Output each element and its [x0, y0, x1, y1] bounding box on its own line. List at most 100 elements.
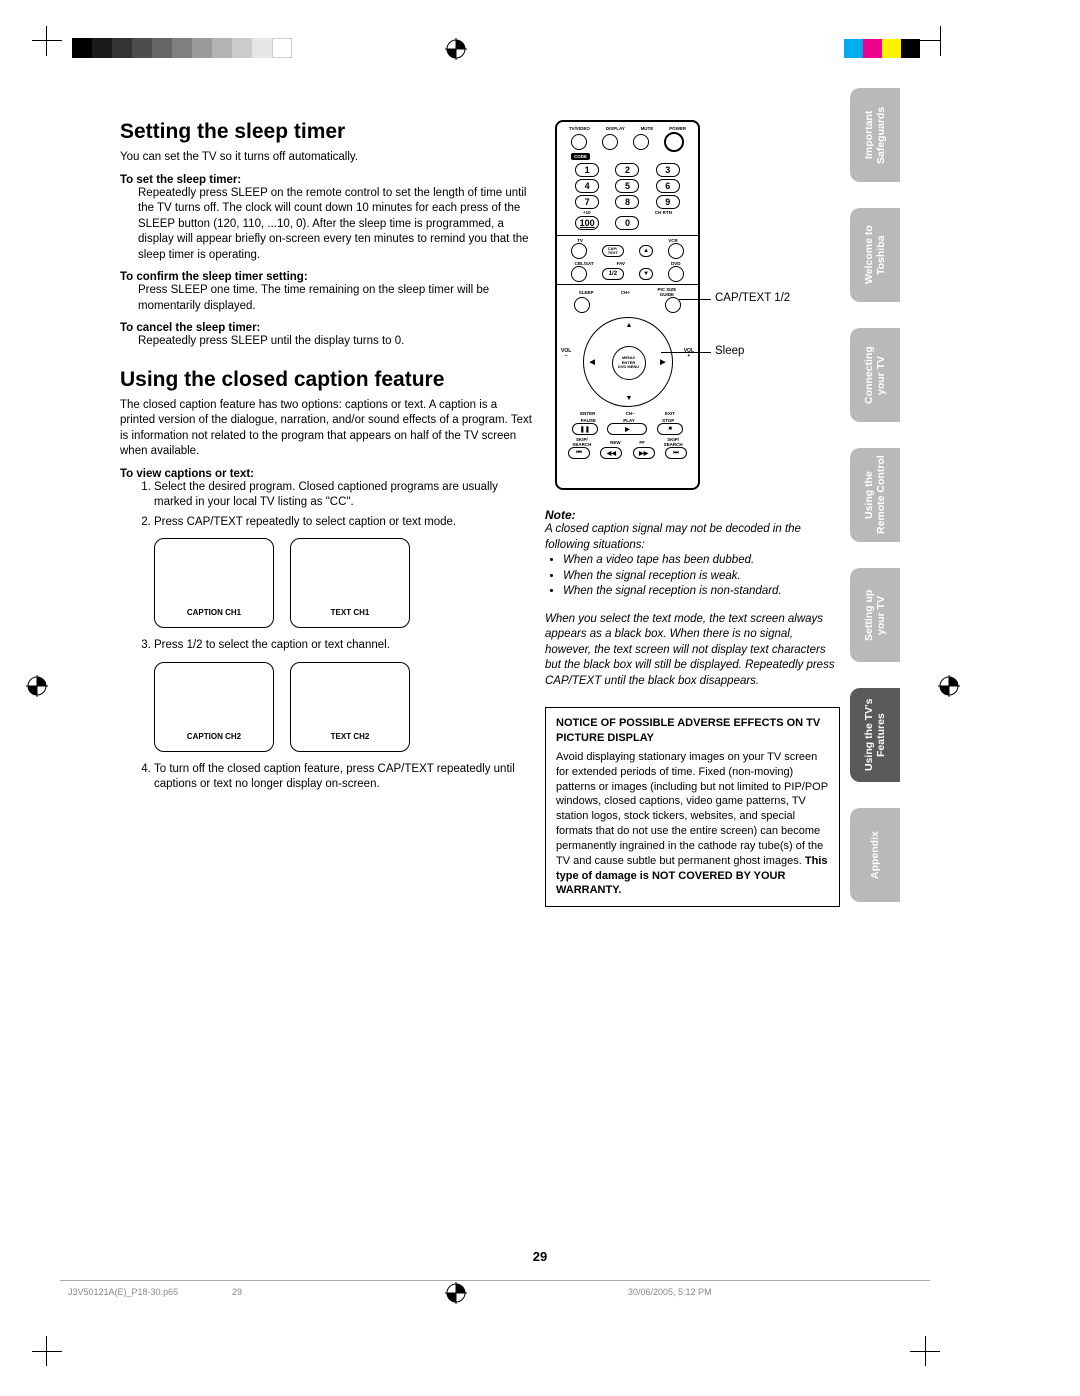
btn-up: ▲: [639, 245, 653, 257]
btn-5: 5: [615, 179, 639, 193]
note-body: A closed caption signal may not be decod…: [545, 522, 840, 689]
btn-8: 8: [615, 195, 639, 209]
side-tab: Using the TV's Features: [850, 688, 900, 782]
caption-box: TEXT CH2: [290, 662, 410, 752]
num-row: 100 0: [557, 215, 698, 231]
side-tab: Important Safeguards: [850, 88, 900, 182]
btn-captext: CAP/ TEXT: [602, 245, 624, 257]
btn-7: 7: [575, 195, 599, 209]
btn-stop: ■: [657, 423, 683, 435]
left-column: Setting the sleep timer You can set the …: [120, 120, 535, 797]
btn-skipback: ⏮: [568, 447, 590, 459]
side-tab: Setting up your TV: [850, 568, 900, 662]
dpad: ▲ ▼ ◀ ▶ MENU/ ENTER DVD MENU: [583, 317, 673, 407]
sub-confirm-body: Press SLEEP one time. The time remaining…: [138, 283, 535, 314]
lbl: TV/VIDEO: [569, 126, 590, 131]
btn-2: 2: [615, 163, 639, 177]
btn-power: [664, 132, 684, 152]
steps-title: To view captions or text:: [120, 468, 535, 480]
remote-body: TV/VIDEO DISPLAY MUTE POWER CODE 123 456…: [555, 120, 700, 490]
lbl: SKIP/ SEARCH: [572, 437, 591, 447]
num-row: 456: [557, 178, 698, 194]
lbl: SLEEP: [579, 290, 594, 295]
btn-skipfwd: ⏭: [665, 447, 687, 459]
remote-top-labels: TV/VIDEO DISPLAY MUTE POWER: [557, 122, 698, 132]
remote-illustration: TV/VIDEO DISPLAY MUTE POWER CODE 123 456…: [545, 120, 840, 500]
dpad-area: VOL – VOL + ▲ ▼ ◀ ▶ MENU/ ENTER DVD MENU: [557, 317, 698, 407]
grayscale-bar: [72, 38, 292, 58]
callout-captext: CAP/TEXT 1/2: [715, 292, 790, 304]
caption-box: CAPTION CH1: [154, 538, 274, 628]
sub-cancel-title: To cancel the sleep timer:: [120, 322, 535, 334]
lbl: MUTE: [641, 126, 654, 131]
btn-9: 9: [656, 195, 680, 209]
btn-sleep: [574, 297, 590, 313]
notice-body: Avoid displaying stationary images on yo…: [556, 750, 829, 898]
caption-label: CAPTION CH2: [155, 732, 273, 741]
sub-set-title: To set the sleep timer:: [120, 174, 535, 186]
page-content: Setting the sleep timer You can set the …: [120, 120, 840, 907]
btn-play: ▶: [607, 423, 647, 435]
steps-list-cont2: To turn off the closed caption feature, …: [154, 762, 535, 793]
btn-3: 3: [656, 163, 680, 177]
num-row: 1 2 3: [557, 162, 698, 178]
steps-list-cont: Press 1/2 to select the caption or text …: [154, 638, 535, 654]
code-badge: CODE: [571, 154, 698, 160]
btn-1: 1: [575, 163, 599, 177]
remote-mid: TVVCR CAP/ TEXT▲ CBL/SATFAVDVD 1/2▼: [557, 235, 698, 285]
registration-mark-left: [26, 675, 48, 702]
lbl: EXIT: [665, 411, 675, 416]
lbl: ENTER: [580, 411, 595, 416]
footer-timestamp: 30/06/2005, 5:12 PM: [628, 1287, 712, 1297]
btn-6: 6: [656, 179, 680, 193]
caption-box: TEXT CH1: [290, 538, 410, 628]
side-tab: Connecting your TV: [850, 328, 900, 422]
sleep-intro: You can set the TV so it turns off autom…: [120, 150, 535, 166]
right-column: TV/VIDEO DISPLAY MUTE POWER CODE 123 456…: [545, 120, 840, 907]
btn-pause: ❚❚: [572, 423, 598, 435]
heading-sleep-timer: Setting the sleep timer: [120, 120, 535, 144]
note-heading: Note:: [545, 508, 840, 522]
footer-rule: [60, 1280, 930, 1281]
btn-ff: ▶▶: [633, 447, 655, 459]
footer-page: 29: [232, 1287, 242, 1297]
note-li: When a video tape has been dubbed.: [563, 553, 840, 569]
note-p2: When you select the text mode, the text …: [545, 612, 840, 690]
side-tab: Appendix: [850, 808, 900, 902]
side-tabs: Important SafeguardsWelcome to ToshibaCo…: [850, 88, 900, 928]
lbl: POWER: [669, 126, 686, 131]
remote-top-buttons: [557, 132, 698, 152]
lbl: FAV: [617, 261, 625, 266]
btn-rew: ◀◀: [600, 447, 622, 459]
registration-mark-right: [938, 675, 960, 702]
btn-tv: [571, 243, 587, 259]
notice-title: NOTICE OF POSSIBLE ADVERSE EFFECTS ON TV…: [556, 716, 829, 746]
btn-dvd: [668, 266, 684, 282]
num-row: 7 8 9: [557, 194, 698, 210]
lbl: DISPLAY: [606, 126, 625, 131]
page-number: 29: [0, 1249, 1080, 1264]
heading-closed-caption: Using the closed caption feature: [120, 368, 535, 392]
steps-list: Select the desired program. Closed capti…: [154, 480, 535, 531]
sub-set-body: Repeatedly press SLEEP on the remote con…: [138, 186, 535, 264]
lbl: PIC SIZE GUIDE: [658, 287, 677, 297]
btn-half: 1/2: [602, 268, 624, 280]
btn-100: 100: [575, 216, 599, 230]
btn-0: 0: [615, 216, 639, 230]
callout-sleep: Sleep: [715, 345, 744, 357]
notice-box: NOTICE OF POSSIBLE ADVERSE EFFECTS ON TV…: [545, 707, 840, 907]
btn-mute: [633, 134, 649, 150]
btn-display: [602, 134, 618, 150]
btn-down: ▼: [639, 268, 653, 280]
lbl: SKIP/ SEARCH: [664, 437, 683, 447]
step-1: Select the desired program. Closed capti…: [154, 480, 535, 511]
color-bar: [844, 39, 920, 58]
cc-intro: The closed caption feature has two optio…: [120, 398, 535, 460]
note-li: When the signal reception is non-standar…: [563, 584, 840, 600]
registration-mark: [445, 38, 467, 65]
lbl: +10: [583, 210, 591, 215]
caption-label: CAPTION CH1: [155, 608, 273, 617]
btn-vcr: [668, 243, 684, 259]
step-2: Press CAP/TEXT repeatedly to select capt…: [154, 515, 535, 531]
note-p1: A closed caption signal may not be decod…: [545, 522, 840, 553]
